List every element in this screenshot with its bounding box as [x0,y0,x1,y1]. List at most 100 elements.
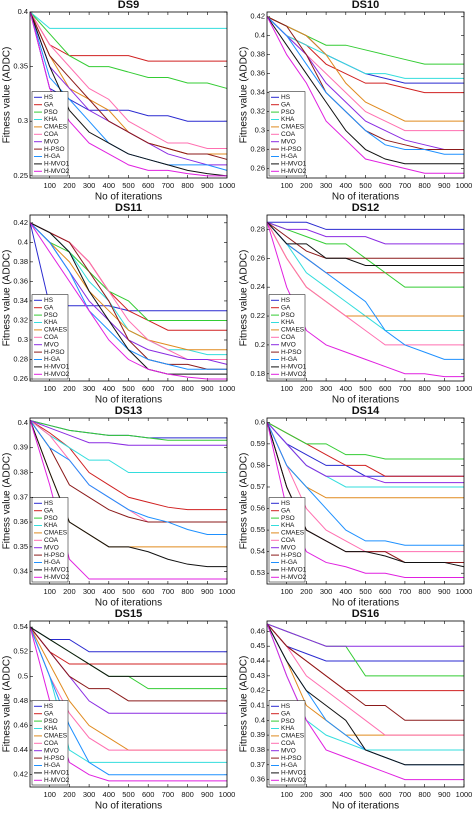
x-axis-label: No of iterations [95,598,162,609]
series-line [266,16,464,174]
x-axis-label: No of iterations [95,801,162,812]
x-tick-label: 200 [300,181,313,190]
legend-label: KHA [281,522,295,529]
x-tick-label: 100 [280,587,293,596]
y-tick-label: 0.35 [13,542,28,551]
series-line [266,422,464,546]
legend-label: GA [44,507,54,514]
series-line [29,222,227,380]
legend-label: MVO [44,138,59,145]
legend-label: COA [44,740,59,747]
y-tick-label: 0.45 [250,641,265,650]
y-tick-label: 0.42 [250,686,265,695]
y-tick-label: 0.42 [250,12,265,21]
x-tick-label: 600 [379,384,392,393]
x-tick-label: 200 [300,790,313,799]
legend-label: H-GA [44,153,61,160]
y-tick-label: 0.46 [13,721,28,730]
y-tick-label: 0.4 [18,237,28,246]
series-line [29,222,227,351]
chart-title: DS11 [115,202,142,214]
y-tick-label: 0.38 [13,467,28,476]
series-line [266,16,464,155]
x-tick-label: 600 [142,181,155,190]
legend-label: HS [44,500,54,507]
series-line [267,623,464,647]
x-tick-label: 400 [340,384,353,393]
legend-label: H-GA [281,762,298,769]
y-tick-label: 0.4 [18,7,28,16]
chart-title: DS16 [352,608,380,620]
x-tick-label: 600 [142,790,155,799]
y-tick-label: 0.3 [18,335,28,344]
legend-label: CMAES [281,327,305,334]
legend-label: PSO [44,109,58,116]
x-tick-label: 700 [162,587,175,596]
legend-label: COA [44,131,59,138]
series-line [29,626,227,665]
y-tick-label: 0.34 [250,88,265,97]
legend-label: CMAES [44,733,68,740]
y-tick-label: 0.44 [13,745,28,754]
x-tick-label: 200 [63,181,76,190]
series-line [266,421,464,484]
x-tick-label: 600 [142,587,155,596]
x-tick-label: 600 [379,587,392,596]
chart-title: DS13 [115,405,143,417]
y-tick-label: 0.32 [13,315,28,324]
x-tick-label: 400 [103,790,116,799]
legend-label: H-MVO1 [44,364,70,371]
legend-label: COA [44,537,59,544]
y-tick-label: 0.28 [250,145,265,154]
series-line [266,16,464,151]
series-line [266,16,464,79]
y-tick-label: 0.44 [250,656,265,665]
y-tick-label: 0.18 [250,369,265,378]
x-tick-label: 1000 [456,181,473,190]
y-tick-label: 0.38 [13,257,28,266]
x-tick-label: 300 [320,587,333,596]
x-tick-label: 700 [399,181,412,190]
y-tick-label: 0.58 [250,460,265,469]
legend-label: H-MVO2 [281,574,307,581]
legend-label: COA [281,537,296,544]
x-tick-label: 1000 [219,790,236,799]
series-line [266,221,464,259]
series-line [266,623,464,662]
series-line [267,221,464,230]
legend-label: H-MVO2 [281,777,307,784]
series-line [29,222,227,375]
legend-label: GA [281,101,291,108]
legend-label: MVO [281,747,296,754]
series-line [266,623,464,721]
y-tick-label: 0.39 [13,443,28,452]
legend-label: CMAES [281,124,305,131]
legend-label: CMAES [281,530,305,537]
legend-label: H-PSO [44,755,65,762]
x-tick-label: 700 [162,384,175,393]
series-line [266,623,464,736]
legend-label: KHA [44,116,58,123]
legend-label: H-MVO1 [281,364,307,371]
y-axis-label: Fitness value (ADDC) [239,47,250,144]
y-tick-label: 0.36 [250,775,265,784]
y-tick-label: 0.2 [255,340,265,349]
chart-title: DS15 [115,608,143,620]
y-tick-label: 0.36 [13,276,28,285]
x-tick-label: 200 [300,384,313,393]
legend-label: H-MVO1 [281,161,307,168]
legend-label: COA [281,131,296,138]
series-line [266,221,464,346]
legend-label: HS [281,500,291,507]
plot-frame [266,417,465,585]
y-tick-label: 0.54 [250,547,265,556]
legend-label: HS [281,297,291,304]
y-tick-label: 0.42 [13,770,28,779]
x-tick-label: 800 [418,587,431,596]
legend-label: KHA [281,725,295,732]
legend-label: CMAES [44,327,68,334]
x-tick-label: 800 [181,587,194,596]
legend-label: GA [44,710,54,717]
x-tick-label: 1000 [219,181,236,190]
plot-frame [266,620,465,788]
